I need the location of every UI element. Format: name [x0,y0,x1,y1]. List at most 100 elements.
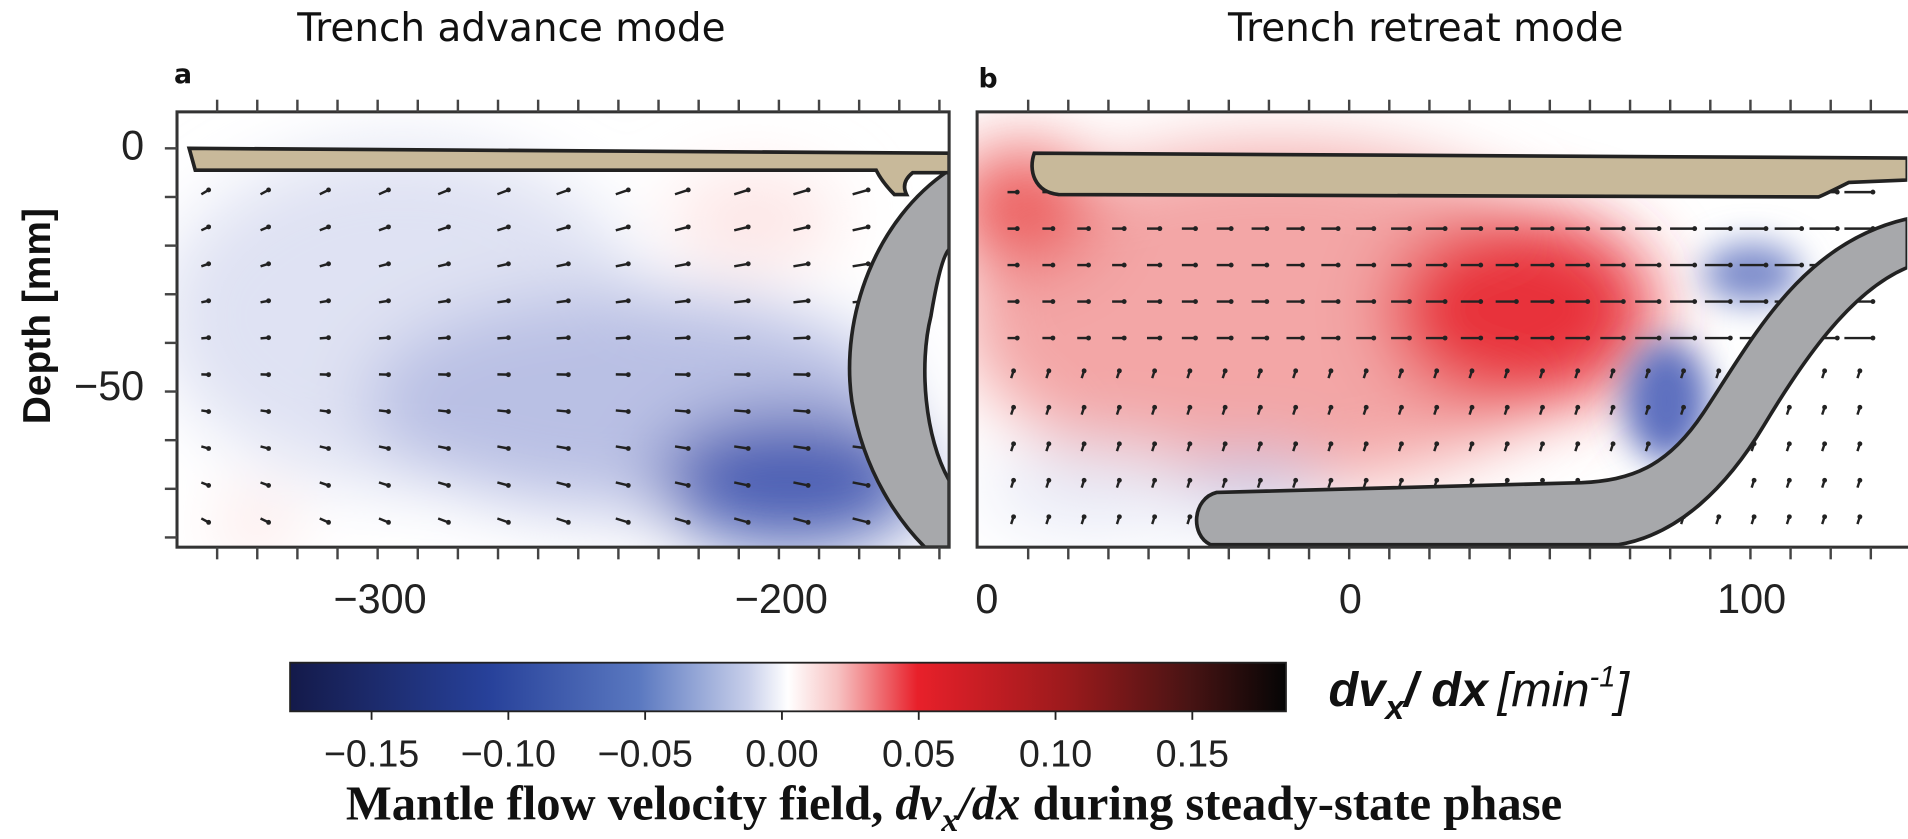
arrow-head [1478,226,1484,232]
arrow-head [1157,335,1163,341]
arrow-head [1086,335,1091,341]
arrow-head [1434,368,1440,374]
arrow-head [266,372,272,378]
arrow-head [685,298,691,304]
arrow-head [1620,335,1626,341]
arrow-head [1046,368,1052,374]
arrow-head [386,372,391,378]
arrow-head [565,483,571,488]
flow-arrow [793,188,809,196]
arrow-head [1222,441,1228,447]
panel-title: Trench retreat mode [1227,6,1623,51]
arrow-head [266,335,272,341]
arrow-head [1152,441,1158,447]
caption-part: Mantle flow velocity field, [346,777,896,831]
arrow-head [805,187,811,193]
flow-arrow [793,225,809,232]
arrow-head [625,372,631,378]
arrow-head [446,224,451,230]
arrow-head [1513,226,1519,232]
arrow-head [206,372,212,378]
x-tick-label: −300 [334,576,427,622]
arrow-head [1121,262,1127,268]
arrow-head [1081,441,1087,447]
arrow-head [805,372,811,378]
arrow-head [1549,299,1555,304]
arrow-head [386,261,391,267]
arrow-head [1469,368,1475,374]
arrow-head [326,519,331,525]
arrow-head [1228,262,1234,268]
arrow-head [1157,299,1163,304]
arrow-head [685,261,691,267]
arrow-head [1549,262,1555,268]
arrow-head [1264,335,1270,341]
arrow-head [565,261,571,267]
arrow-head [565,519,571,525]
arrow-head [1293,441,1299,447]
arrow-head [1328,441,1334,447]
label-part: ] [1611,663,1631,717]
arrow-head [1870,299,1876,304]
arrow-head [625,446,631,451]
arrow-head [1434,441,1440,447]
arrow-head [1857,441,1863,447]
flow-arrow [852,188,869,196]
arrow-head [386,335,391,341]
arrow-head [805,483,811,488]
arrow-head [1257,477,1263,483]
arrow-head [1371,299,1377,304]
arrow-head [266,519,272,525]
arrow-head [505,409,511,414]
flow-arrow [793,262,809,268]
arrow-head [1222,368,1228,374]
arrow-head [1300,262,1305,268]
flow-arrow [793,409,809,413]
arrow-head [1328,368,1334,374]
arrow-head [1081,514,1087,520]
arrow-head [1870,335,1876,341]
arrow-head [1363,441,1369,447]
arrow-head [1011,404,1017,410]
flow-arrow [793,299,809,304]
arrow-head [326,372,331,378]
arrow-head [1081,368,1087,374]
arrow-head [1081,404,1087,410]
flow-arrow [793,481,809,487]
arrow-head [1575,441,1581,447]
colorbar [289,661,1287,713]
arrow-head [805,298,811,304]
arrow-head [1222,477,1228,483]
arrow-head [1751,514,1757,520]
arrow-head [625,483,631,488]
y-tick-label: 0 [121,122,144,168]
arrow-head [1645,441,1651,447]
arrow-head [1620,299,1626,304]
arrow-head [1834,226,1840,232]
arrow-head [505,224,511,230]
arrow-head [1434,404,1440,410]
arrow-head [1513,299,1519,304]
arrow-head [386,224,391,230]
arrow-head [1399,404,1404,410]
arrow-head [1014,189,1020,195]
arrow-head [446,187,451,193]
arrow-head [1014,299,1020,304]
label-part: -1 [1590,661,1616,693]
arrow-head [1152,404,1158,410]
arrow-head [266,261,272,267]
x-tick-label: 0 [1339,576,1362,622]
arrow-head [1300,335,1305,341]
arrow-head [1549,226,1555,232]
arrow-head [1575,368,1581,374]
arrow-head [1121,226,1127,232]
arrow-head [446,261,451,267]
arrow-head [1799,226,1805,232]
arrow-head [1786,404,1792,410]
arrow-head [1513,335,1519,341]
arrow-head [745,446,751,451]
arrow-head [1751,477,1757,483]
arrow-head [1193,299,1198,304]
arrow-head [1050,335,1056,341]
arrow-head [1193,335,1198,341]
